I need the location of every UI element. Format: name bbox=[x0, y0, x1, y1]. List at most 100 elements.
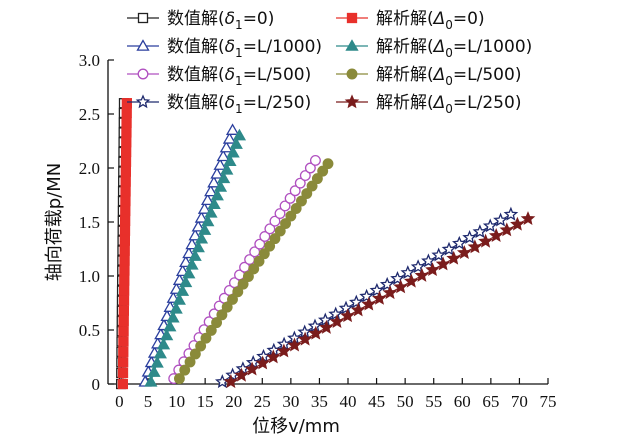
data-point bbox=[201, 214, 215, 227]
data-point bbox=[195, 340, 207, 352]
data-point bbox=[207, 175, 221, 188]
data-point bbox=[297, 331, 313, 346]
data-point bbox=[264, 240, 276, 252]
legend-label: 数值解(δ1=0) bbox=[167, 9, 274, 32]
legend-subscript: 1 bbox=[235, 18, 243, 32]
data-point bbox=[304, 162, 316, 174]
legend-symbol: Δ bbox=[432, 9, 446, 29]
data-point bbox=[194, 231, 209, 244]
data-point bbox=[182, 246, 196, 259]
data-point bbox=[244, 361, 260, 376]
data-point bbox=[119, 265, 130, 276]
data-point bbox=[172, 293, 186, 305]
data-point bbox=[119, 235, 131, 246]
data-point bbox=[144, 375, 158, 387]
legend-marker bbox=[344, 94, 360, 109]
data-point bbox=[200, 332, 212, 344]
data-point bbox=[308, 325, 324, 340]
legend-text-part: =L/500) bbox=[453, 65, 522, 85]
data-point bbox=[119, 225, 131, 236]
data-point bbox=[421, 253, 436, 268]
x-tick-label: 10 bbox=[168, 392, 185, 411]
legend-marker bbox=[346, 68, 358, 80]
data-point bbox=[197, 202, 212, 214]
legend-item: 数值解(δ1=0) bbox=[127, 9, 274, 32]
data-point bbox=[163, 319, 177, 332]
data-point bbox=[198, 223, 212, 235]
data-point bbox=[234, 367, 249, 382]
legend-symbol: Δ bbox=[432, 93, 446, 113]
data-point bbox=[147, 365, 161, 377]
data-point bbox=[467, 239, 483, 254]
y-tick-label: 2.5 bbox=[79, 105, 100, 124]
legend-subscript: 0 bbox=[445, 102, 453, 116]
x-tick-label: 20 bbox=[225, 392, 242, 411]
data-point bbox=[348, 294, 364, 309]
data-point bbox=[499, 222, 515, 237]
data-point bbox=[248, 263, 260, 275]
data-point bbox=[119, 245, 130, 256]
legend-text-part: =L/1000) bbox=[243, 37, 322, 57]
data-point bbox=[150, 355, 164, 368]
legend-subscript: 1 bbox=[235, 46, 243, 60]
legend-text-part: 解析解( bbox=[376, 93, 434, 113]
legend-item: 解析解(Δ0=L/500) bbox=[336, 65, 521, 88]
data-point bbox=[414, 267, 430, 282]
data-point bbox=[204, 205, 218, 218]
x-tick-label: 15 bbox=[197, 392, 214, 411]
plot-area bbox=[115, 98, 536, 390]
data-point bbox=[204, 184, 218, 197]
data-point bbox=[322, 158, 334, 170]
data-point bbox=[232, 286, 244, 298]
data-point bbox=[259, 231, 271, 242]
legend-label: 数值解(δ1=L/500) bbox=[167, 65, 311, 88]
legend-label: 解析解(Δ0=L/1000) bbox=[376, 37, 532, 60]
legend-label: 解析解(Δ0=L/500) bbox=[376, 65, 521, 88]
x-tick-label: 5 bbox=[144, 392, 153, 411]
legend-text-part: =L/1000) bbox=[453, 37, 532, 57]
data-point bbox=[189, 348, 201, 360]
legend-item: 数值解(δ1=L/1000) bbox=[127, 37, 322, 60]
x-tick-label: 40 bbox=[340, 392, 357, 411]
data-point bbox=[211, 317, 223, 329]
x-axis-title: 位移v/mm bbox=[252, 416, 340, 437]
data-point bbox=[120, 205, 131, 217]
legend-marker bbox=[346, 12, 358, 24]
data-point bbox=[213, 158, 227, 170]
data-point bbox=[118, 285, 130, 296]
data-point bbox=[296, 195, 307, 207]
legend-symbol: δ bbox=[225, 65, 235, 85]
data-point bbox=[210, 167, 224, 179]
legend-symbol: δ bbox=[225, 9, 235, 29]
data-point bbox=[456, 245, 472, 259]
y-axis-title: 轴向荷载p/MN bbox=[44, 163, 65, 282]
data-point bbox=[182, 266, 196, 279]
data-point bbox=[160, 328, 174, 341]
legend-subscript: 0 bbox=[445, 18, 453, 32]
legend-text-part: =0) bbox=[243, 9, 275, 29]
legend-text-part: 数值解( bbox=[167, 65, 225, 85]
data-point bbox=[227, 293, 238, 305]
data-point bbox=[121, 98, 133, 109]
legend-symbol: Δ bbox=[432, 65, 446, 85]
data-point bbox=[216, 171, 231, 184]
legend-label: 数值解(δ1=L/250) bbox=[167, 93, 311, 116]
data-point bbox=[404, 273, 419, 288]
data-point bbox=[255, 355, 271, 370]
data-point bbox=[369, 282, 385, 297]
data-point bbox=[119, 255, 130, 266]
data-point bbox=[488, 227, 504, 243]
data-point bbox=[276, 343, 292, 358]
data-point bbox=[361, 296, 377, 311]
data-point bbox=[510, 216, 525, 231]
data-point bbox=[194, 211, 208, 223]
data-point bbox=[153, 346, 167, 359]
data-point bbox=[289, 185, 301, 197]
data-point bbox=[185, 258, 199, 270]
x-tick-label: 60 bbox=[454, 392, 471, 411]
legend-label: 解析解(Δ0=0) bbox=[376, 9, 485, 32]
data-point bbox=[121, 137, 132, 148]
data-point bbox=[410, 259, 426, 274]
data-point bbox=[118, 305, 130, 316]
